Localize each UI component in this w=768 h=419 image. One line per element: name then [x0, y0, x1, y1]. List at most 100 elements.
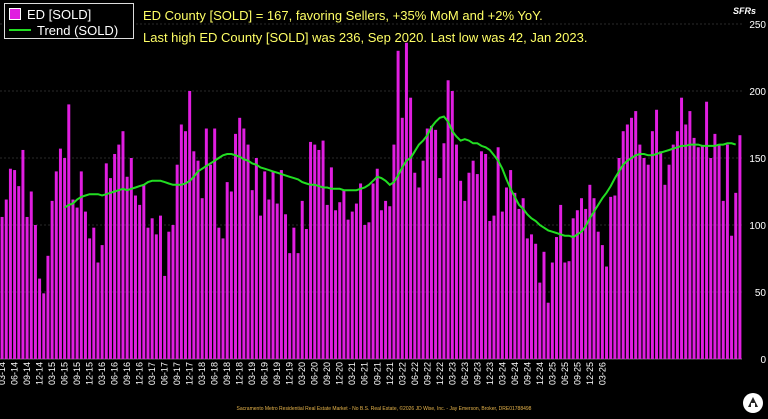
bar	[25, 216, 29, 359]
x-tick-label: 12-15	[85, 362, 95, 385]
bar	[659, 151, 663, 359]
bar	[75, 207, 79, 359]
x-tick-label: 09-22	[422, 362, 432, 385]
x-tick-label: 03-17	[147, 362, 157, 385]
y-tick-label: 0	[760, 355, 766, 366]
bar	[50, 200, 54, 359]
bar	[500, 211, 504, 359]
bar	[138, 204, 142, 359]
x-tick-label: 06-24	[510, 362, 520, 385]
x-tick-label: 09-14	[22, 362, 32, 385]
bar	[738, 135, 742, 359]
x-tick-label: 09-24	[522, 362, 532, 385]
x-tick-label: 12-23	[485, 362, 495, 385]
bar	[46, 255, 50, 359]
footer-credit: Sacramento Metro Residential Real Estate…	[236, 406, 532, 412]
bar	[133, 195, 137, 359]
bar	[209, 164, 212, 359]
bar	[429, 125, 433, 359]
bar	[550, 262, 554, 359]
bar	[705, 101, 709, 359]
bar	[342, 190, 346, 359]
bar	[600, 245, 604, 359]
bar	[592, 198, 596, 359]
legend-line-swatch	[9, 29, 31, 31]
bar	[325, 204, 329, 359]
bar	[242, 128, 246, 359]
bar	[642, 158, 646, 359]
bar	[238, 117, 242, 359]
bar	[171, 225, 175, 359]
bar	[555, 237, 558, 359]
bar	[96, 262, 100, 359]
bar	[313, 144, 317, 359]
bar	[321, 140, 325, 359]
headline-line-1: ED County [SOLD] = 167, favoring Sellers…	[143, 8, 543, 23]
bar	[517, 208, 521, 359]
bar	[588, 184, 592, 359]
bar	[179, 124, 183, 359]
bar	[375, 168, 379, 359]
unit-label: SFRs	[732, 6, 756, 16]
bar	[108, 178, 112, 359]
bar	[542, 251, 546, 359]
x-tick-label: 03-23	[447, 362, 457, 385]
bar	[346, 219, 350, 359]
bar	[17, 186, 21, 359]
bar	[521, 198, 525, 359]
bar	[721, 200, 725, 359]
bar	[217, 227, 221, 359]
bar	[734, 192, 738, 359]
bar	[650, 131, 654, 359]
headline-line-2: Last high ED County [SOLD] was 236, Sep …	[143, 30, 588, 45]
bar	[700, 145, 704, 359]
bar	[125, 176, 129, 359]
bar	[446, 80, 450, 359]
bar	[575, 210, 579, 359]
bar	[100, 245, 104, 359]
bar	[504, 187, 508, 359]
legend-box: ED [SOLD] Trend (SOLD)	[4, 3, 134, 39]
trend-line	[64, 115, 737, 239]
bar	[392, 144, 396, 359]
bar	[334, 210, 338, 359]
bar	[58, 148, 62, 359]
bar	[646, 164, 650, 359]
bar	[696, 147, 700, 359]
bar	[663, 184, 667, 359]
bar	[42, 293, 46, 359]
bar	[613, 195, 617, 359]
x-tick-label: 03-18	[197, 362, 207, 385]
x-tick-label: 12-16	[135, 362, 145, 385]
x-tick-label: 06-14	[10, 362, 20, 385]
bar	[279, 170, 283, 359]
bar	[621, 131, 625, 359]
bar	[371, 183, 375, 359]
bar	[630, 117, 634, 359]
bar	[213, 128, 217, 359]
bar	[38, 278, 42, 359]
bar	[271, 171, 275, 359]
bar	[413, 172, 417, 359]
bar	[142, 184, 146, 359]
bar	[684, 124, 688, 359]
bar	[713, 133, 717, 359]
bar	[188, 91, 192, 359]
bar	[117, 144, 121, 359]
x-tick-label: 06-23	[460, 362, 470, 385]
x-tick-label: 03-22	[397, 362, 407, 385]
x-tick-label: 03-15	[47, 362, 57, 385]
x-tick-label: 09-20	[322, 362, 332, 385]
bar	[63, 158, 67, 359]
bar	[29, 191, 33, 359]
y-tick-label: 150	[749, 154, 766, 165]
bar	[571, 218, 575, 359]
bar	[246, 144, 250, 359]
brand-logo-icon	[743, 393, 763, 413]
y-tick-label: 50	[755, 288, 767, 299]
y-tick-label: 200	[749, 87, 766, 98]
bar	[146, 227, 150, 359]
bar	[338, 202, 342, 359]
bar	[275, 203, 279, 359]
